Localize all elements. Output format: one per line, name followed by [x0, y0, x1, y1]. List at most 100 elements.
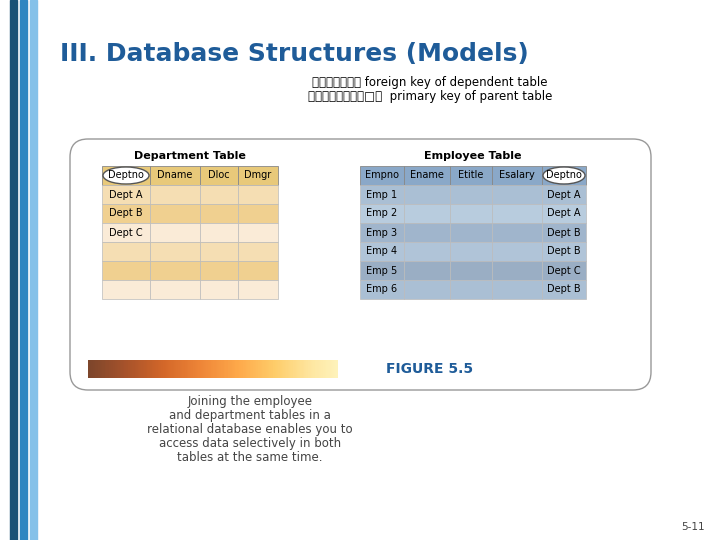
Text: Emp 4: Emp 4 [366, 246, 397, 256]
Bar [492, 185, 542, 204]
Bar [150, 185, 200, 204]
Bar [10, 0, 17, 540]
Bar [404, 261, 450, 280]
Bar [200, 185, 238, 204]
Ellipse shape [543, 167, 585, 184]
Text: Dept B: Dept B [547, 227, 581, 238]
Bar [404, 223, 450, 242]
Text: Ename: Ename [410, 171, 444, 180]
Bar [360, 185, 404, 204]
Bar [542, 280, 586, 299]
Bar [360, 166, 404, 185]
Bar [360, 223, 404, 242]
Bar [200, 280, 238, 299]
Text: Dept A: Dept A [109, 190, 143, 199]
Text: 5-11: 5-11 [681, 522, 705, 532]
Bar [542, 261, 586, 280]
Text: 使用附表之外鍵 foreign key of dependent table: 使用附表之外鍵 foreign key of dependent table [312, 76, 548, 89]
Text: Emp 1: Emp 1 [366, 190, 397, 199]
Bar [200, 261, 238, 280]
Bar [450, 223, 492, 242]
Bar [404, 242, 450, 261]
Bar [542, 242, 586, 261]
Text: Employee Table: Employee Table [424, 151, 522, 161]
Bar [542, 204, 586, 223]
Text: relational database enables you to: relational database enables you to [147, 423, 353, 436]
Text: Dept A: Dept A [547, 190, 581, 199]
Bar [404, 185, 450, 204]
Bar [102, 166, 150, 185]
Text: Dept B: Dept B [109, 208, 143, 219]
Text: Deptno: Deptno [108, 171, 144, 180]
Bar [102, 185, 150, 204]
Bar [150, 223, 200, 242]
Text: Joining the employee: Joining the employee [187, 395, 312, 408]
Bar [30, 0, 37, 540]
Bar [360, 261, 404, 280]
Bar [492, 261, 542, 280]
Bar [450, 185, 492, 204]
Bar [150, 204, 200, 223]
Text: Dname: Dname [157, 171, 193, 180]
Text: Etitle: Etitle [459, 171, 484, 180]
Text: tables at the same time.: tables at the same time. [177, 451, 323, 464]
Text: Dept A: Dept A [547, 208, 581, 219]
Bar [200, 242, 238, 261]
Bar [360, 280, 404, 299]
Bar [102, 280, 150, 299]
Bar [102, 204, 150, 223]
Text: Emp 6: Emp 6 [366, 285, 397, 294]
Bar [200, 223, 238, 242]
Bar [200, 166, 238, 185]
Bar [542, 166, 586, 185]
Bar [102, 242, 150, 261]
Bar [492, 223, 542, 242]
Bar [238, 166, 278, 185]
Text: Department Table: Department Table [134, 151, 246, 161]
Bar [404, 166, 450, 185]
Bar [200, 204, 238, 223]
Text: Dept B: Dept B [547, 246, 581, 256]
Bar [450, 204, 492, 223]
Text: III. Database Structures (Models): III. Database Structures (Models) [60, 42, 528, 66]
Text: Dept C: Dept C [547, 266, 581, 275]
Bar [238, 185, 278, 204]
Text: Dept C: Dept C [109, 227, 143, 238]
Ellipse shape [103, 167, 149, 184]
Text: and department tables in a: and department tables in a [169, 409, 331, 422]
Bar [542, 223, 586, 242]
Bar [450, 166, 492, 185]
Bar [102, 223, 150, 242]
Bar [404, 204, 450, 223]
Bar [404, 280, 450, 299]
Bar [360, 242, 404, 261]
Bar [492, 166, 542, 185]
Text: Dept B: Dept B [547, 285, 581, 294]
Text: FIGURE 5.5: FIGURE 5.5 [387, 362, 474, 376]
Text: Esalary: Esalary [499, 171, 535, 180]
Bar [450, 242, 492, 261]
Bar [238, 204, 278, 223]
Text: Emp 5: Emp 5 [366, 266, 397, 275]
Bar [102, 261, 150, 280]
Bar [150, 280, 200, 299]
FancyBboxPatch shape [70, 139, 651, 390]
Bar [150, 166, 200, 185]
Text: Deptno: Deptno [546, 171, 582, 180]
Bar [450, 280, 492, 299]
Bar [238, 261, 278, 280]
Bar [492, 204, 542, 223]
Text: Dloc: Dloc [208, 171, 230, 180]
Text: access data selectively in both: access data selectively in both [159, 437, 341, 450]
Bar [542, 185, 586, 204]
Text: 至主表之主鍵進行□找  primary key of parent table: 至主表之主鍵進行□找 primary key of parent table [308, 90, 552, 103]
Bar [360, 204, 404, 223]
Bar [238, 280, 278, 299]
Bar [20, 0, 27, 540]
Text: Emp 2: Emp 2 [366, 208, 397, 219]
Bar [492, 242, 542, 261]
Bar [88, 360, 633, 378]
Text: Dmgr: Dmgr [244, 171, 271, 180]
Bar [238, 223, 278, 242]
Bar [450, 261, 492, 280]
